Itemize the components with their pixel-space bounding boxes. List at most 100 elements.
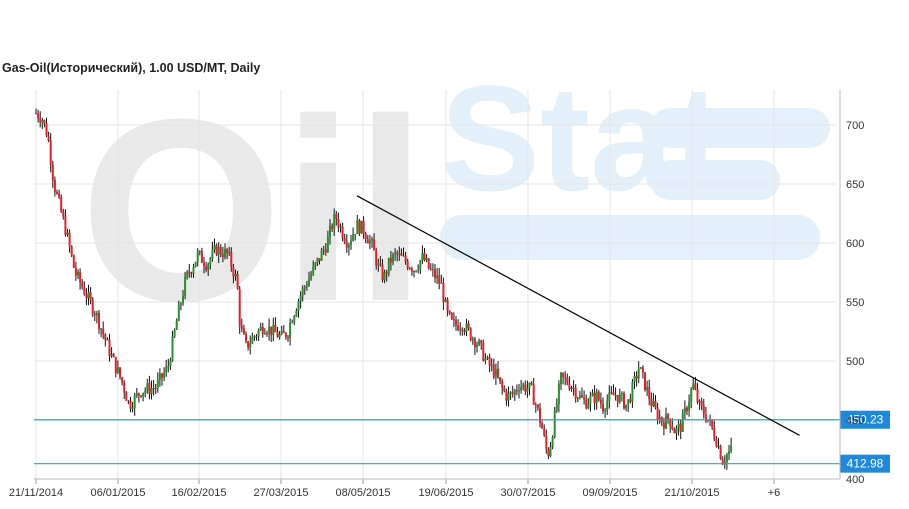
candle: [362, 216, 365, 239]
candle: [709, 414, 712, 427]
candle: [289, 318, 292, 346]
candle: [287, 335, 289, 342]
candle: [190, 271, 193, 278]
candle: [446, 297, 449, 317]
candle: [677, 419, 680, 436]
candle: [45, 117, 48, 138]
candle: [137, 392, 140, 403]
candle: [480, 339, 483, 350]
candle: [555, 398, 558, 413]
candle: [463, 328, 466, 336]
candle: [350, 234, 352, 251]
candle: [536, 404, 539, 411]
candle: [249, 335, 252, 355]
candle: [623, 391, 625, 410]
candle: [673, 427, 676, 434]
candle: [553, 406, 556, 439]
x-axis: 21/11/2014 06/01/2015 16/02/2015 27/03/2015…: [9, 478, 840, 499]
y-axis: 700 650 600 550 500 450 400: [839, 90, 864, 486]
candle: [566, 373, 569, 386]
candle: [247, 340, 250, 351]
candle: [329, 219, 331, 245]
candle: [305, 280, 308, 291]
candle: [707, 420, 709, 423]
candle: [343, 233, 346, 245]
candle: [427, 257, 430, 270]
candle: [242, 324, 245, 335]
candle: [387, 257, 390, 277]
candle: [326, 230, 329, 253]
candle: [625, 404, 628, 412]
candle: [114, 356, 117, 378]
candle: [150, 380, 153, 400]
candle: [690, 387, 693, 409]
candle: [507, 386, 510, 407]
candle: [667, 412, 670, 424]
candle: [688, 394, 691, 417]
candle: [129, 396, 132, 413]
candle: [723, 455, 726, 470]
candle: [64, 209, 67, 237]
candle: [257, 328, 260, 342]
candle: [312, 260, 315, 276]
x-tick-label: 27/03/2015: [253, 487, 308, 499]
candle: [282, 325, 285, 334]
trendline-segment[interactable]: [356, 195, 800, 436]
candle: [226, 248, 229, 260]
candle: [47, 131, 50, 143]
candle: [383, 269, 386, 284]
candle: [158, 368, 161, 387]
candle: [347, 242, 350, 256]
candle: [303, 285, 306, 295]
candle: [631, 379, 634, 408]
candle: [499, 377, 502, 385]
candle: [142, 392, 145, 402]
candle: [119, 366, 121, 380]
candle: [455, 316, 457, 331]
candle: [66, 228, 69, 237]
candle: [175, 318, 178, 330]
candle: [490, 358, 493, 372]
candle: [436, 267, 439, 285]
candle: [345, 234, 348, 253]
candle: [423, 247, 426, 262]
candle: [188, 263, 191, 278]
candle: [184, 271, 187, 300]
candle: [637, 361, 640, 384]
candle: [238, 285, 241, 334]
candle: [293, 314, 296, 326]
candle: [83, 281, 86, 296]
candle: [604, 408, 607, 419]
candle: [314, 261, 317, 270]
candle: [461, 327, 464, 336]
candle: [633, 371, 636, 390]
candle: [658, 409, 661, 424]
trendline: [356, 195, 800, 436]
candle: [421, 245, 424, 264]
candle: [576, 396, 579, 403]
candle: [541, 420, 544, 429]
candle: [70, 245, 73, 258]
candle: [110, 347, 113, 358]
y-tick-label: 600: [846, 238, 864, 250]
candle: [165, 359, 168, 377]
candle: [396, 250, 399, 262]
candle: [467, 320, 470, 331]
candle: [77, 269, 79, 280]
candle: [127, 400, 130, 405]
candle: [612, 384, 615, 396]
candle: [121, 376, 124, 386]
candle: [366, 235, 369, 244]
candle: [568, 376, 571, 391]
candle: [719, 444, 722, 460]
candle: [163, 367, 166, 382]
candle: [494, 363, 497, 385]
candle: [641, 365, 644, 379]
candle: [324, 243, 327, 256]
candle: [144, 387, 147, 398]
candle: [457, 319, 460, 332]
candle: [100, 327, 103, 338]
candle: [169, 357, 172, 370]
candle: [511, 385, 514, 398]
